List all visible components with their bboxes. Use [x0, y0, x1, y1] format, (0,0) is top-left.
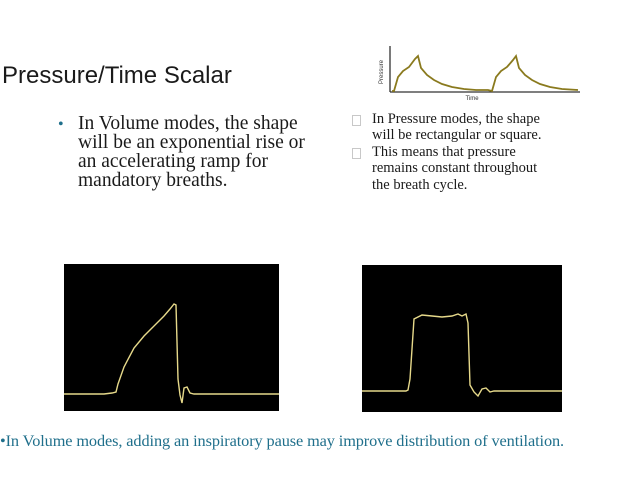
bullet-box-icon [352, 115, 361, 126]
bullet-marker: • [58, 116, 64, 133]
bullet-box-icon [352, 147, 361, 159]
pressure-mode-item: This means that pressure remains constan… [352, 144, 552, 193]
volume-mode-scope [64, 264, 279, 411]
mini-pressure-trace [392, 53, 579, 93]
footnote: •In Volume modes, adding an inspiratory … [0, 431, 564, 450]
mini-y-label: Pressure [379, 59, 385, 84]
mini-x-label: Time [465, 96, 479, 102]
pressure-mode-list: In Pressure modes, the shape will be rec… [352, 111, 552, 193]
mini-chart-svg: Pressure Time [379, 46, 580, 102]
volume-mode-bullet: • In Volume modes, the shape will be an … [58, 113, 308, 191]
volume-scope-svg [64, 303, 279, 404]
pressure-mode-text-2: This means that pressure remains constan… [372, 143, 538, 193]
slide-title: Pressure/Time Scalar [2, 62, 232, 89]
pressure-time-mini-chart: Pressure Time [372, 44, 586, 102]
volume-mode-text: In Volume modes, the shape will be an ex… [78, 113, 305, 191]
pressure-square-trace [362, 312, 562, 398]
volume-ramp-trace [64, 303, 279, 404]
pressure-mode-item: In Pressure modes, the shape will be rec… [352, 111, 552, 144]
pressure-scope-svg [362, 312, 562, 398]
pressure-mode-text-1: In Pressure modes, the shape will be rec… [372, 111, 542, 144]
pressure-mode-scope [362, 265, 562, 412]
